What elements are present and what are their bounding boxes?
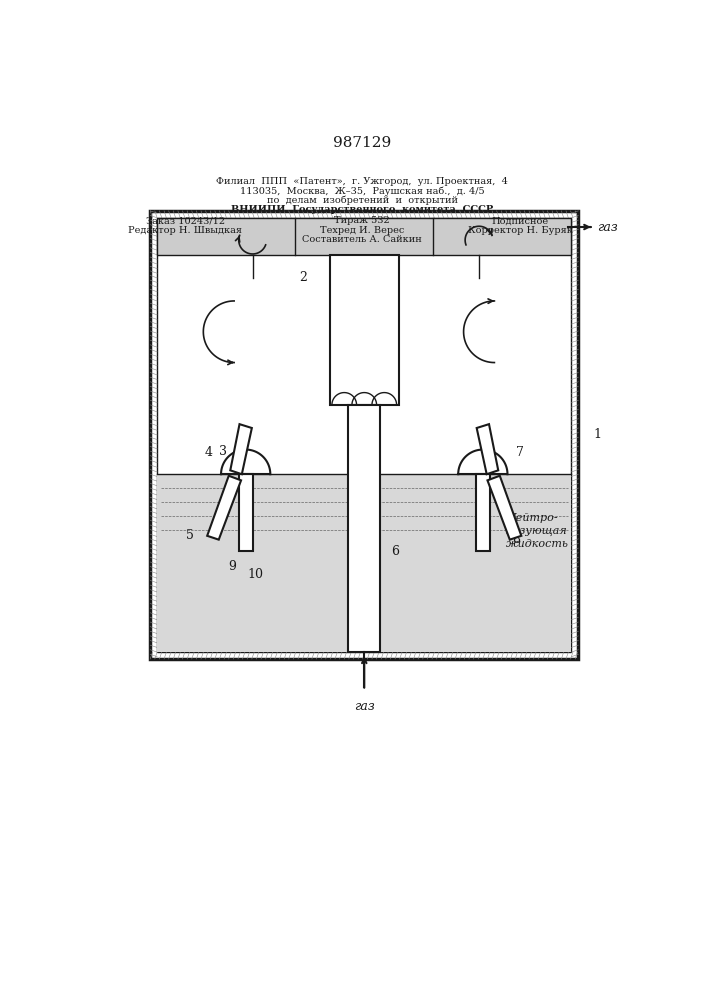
Bar <box>157 474 571 652</box>
Text: Редактор Н. Швыдкая: Редактор Н. Швыдкая <box>129 226 243 235</box>
Text: 2: 2 <box>299 271 307 284</box>
Text: Подписное: Подписное <box>491 216 549 225</box>
Text: 6: 6 <box>391 545 399 558</box>
Text: 1: 1 <box>594 428 602 441</box>
Text: газ: газ <box>597 221 617 234</box>
Text: 4: 4 <box>205 446 213 459</box>
Text: Заказ 10243/12: Заказ 10243/12 <box>146 216 225 225</box>
Text: 113035,  Москва,  Ж–35,  Раушская наб.,  д. 4/5: 113035, Москва, Ж–35, Раушская наб., д. … <box>240 186 485 196</box>
Text: 10: 10 <box>247 568 263 581</box>
Text: Нейтро-
лизующая
жидкость: Нейтро- лизующая жидкость <box>506 513 569 549</box>
Polygon shape <box>487 476 521 540</box>
Text: Составитель А. Сайкин: Составитель А. Сайкин <box>303 235 422 244</box>
Bar <box>157 218 571 652</box>
Text: Филиал  ППП  «Патент»,  г. Ужгород,  ул. Проектная,  4: Филиал ППП «Патент», г. Ужгород, ул. Про… <box>216 177 508 186</box>
Bar <box>150 211 578 659</box>
Text: 8: 8 <box>512 533 520 546</box>
Text: 7: 7 <box>516 446 524 459</box>
Text: по  делам  изобретений  и  открытий: по делам изобретений и открытий <box>267 195 458 205</box>
Bar <box>157 218 571 255</box>
Bar <box>476 474 490 551</box>
Bar <box>239 474 252 551</box>
Text: 9: 9 <box>228 560 235 573</box>
Polygon shape <box>207 476 241 540</box>
Polygon shape <box>477 424 498 474</box>
Text: Корректор Н. Буряк: Корректор Н. Буряк <box>468 226 573 235</box>
Bar <box>329 255 399 405</box>
Text: 987129: 987129 <box>333 136 391 150</box>
Text: ВНИИПИ  Государственного  комитета  СССР: ВНИИПИ Государственного комитета СССР <box>231 205 493 214</box>
Bar <box>348 405 380 652</box>
Text: газ: газ <box>354 700 375 713</box>
Text: Тираж 532: Тираж 532 <box>334 216 390 225</box>
Polygon shape <box>230 424 252 474</box>
Text: Техред И. Верес: Техред И. Верес <box>320 226 404 235</box>
Text: 3: 3 <box>218 445 226 458</box>
Text: 5: 5 <box>187 529 194 542</box>
